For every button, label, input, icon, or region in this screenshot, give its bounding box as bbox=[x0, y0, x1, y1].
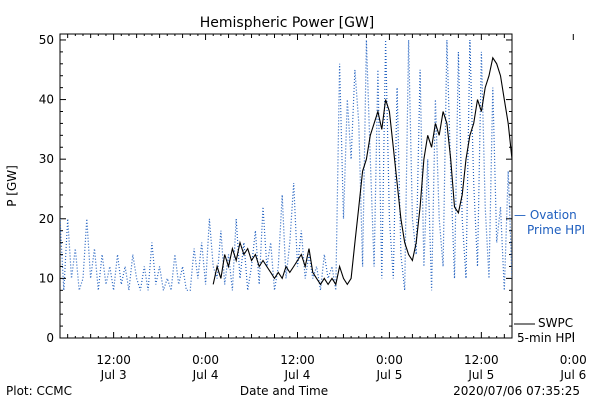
x-tick-time: 0:00 bbox=[560, 353, 587, 367]
x-tick-time: 12:00 bbox=[96, 353, 131, 367]
x-tick-time: 0:00 bbox=[192, 353, 219, 367]
x-tick-date: Jul 6 bbox=[559, 368, 586, 382]
series-line-ovation bbox=[60, 39, 512, 291]
y-tick-label: 10 bbox=[39, 271, 54, 285]
series-line-swpc bbox=[212, 56, 512, 286]
plot-frame bbox=[59, 33, 513, 339]
legend-swpc-line2: 5-min HPI bbox=[517, 331, 575, 345]
plot-credit: Plot: CCMC bbox=[6, 384, 72, 398]
legend-ovation-line1: — Ovation bbox=[514, 208, 577, 222]
x-tick-time: 12:00 bbox=[280, 353, 315, 367]
x-tick-date: Jul 5 bbox=[375, 368, 402, 382]
series-layer bbox=[60, 39, 512, 291]
chart-title: Hemispheric Power [GW] bbox=[200, 15, 375, 31]
y-tick-label: 20 bbox=[39, 212, 54, 226]
x-tick-date: Jul 3 bbox=[100, 368, 127, 382]
x-tick-date: Jul 4 bbox=[284, 368, 311, 382]
y-tick-label: 0 bbox=[46, 331, 54, 345]
legend-swpc-line1: SWPC bbox=[538, 316, 573, 330]
y-axis: 0 10 20 30 40 50 bbox=[39, 33, 512, 345]
x-tick-date: Jul 5 bbox=[467, 368, 494, 382]
y-axis-label: P [GW] bbox=[5, 165, 19, 207]
x-tick-date: Jul 4 bbox=[192, 368, 219, 382]
x-tick-time: 0:00 bbox=[376, 353, 403, 367]
y-tick-label: 50 bbox=[39, 33, 54, 47]
x-tick-time: 12:00 bbox=[464, 353, 499, 367]
y-tick-label: 30 bbox=[39, 152, 54, 166]
y-tick-label: 40 bbox=[39, 93, 54, 107]
legend-ovation-line2: Prime HPI bbox=[527, 223, 585, 237]
x-axis-label: Date and Time bbox=[240, 384, 328, 398]
timestamp: 2020/07/06 07:35:25 bbox=[453, 384, 580, 398]
